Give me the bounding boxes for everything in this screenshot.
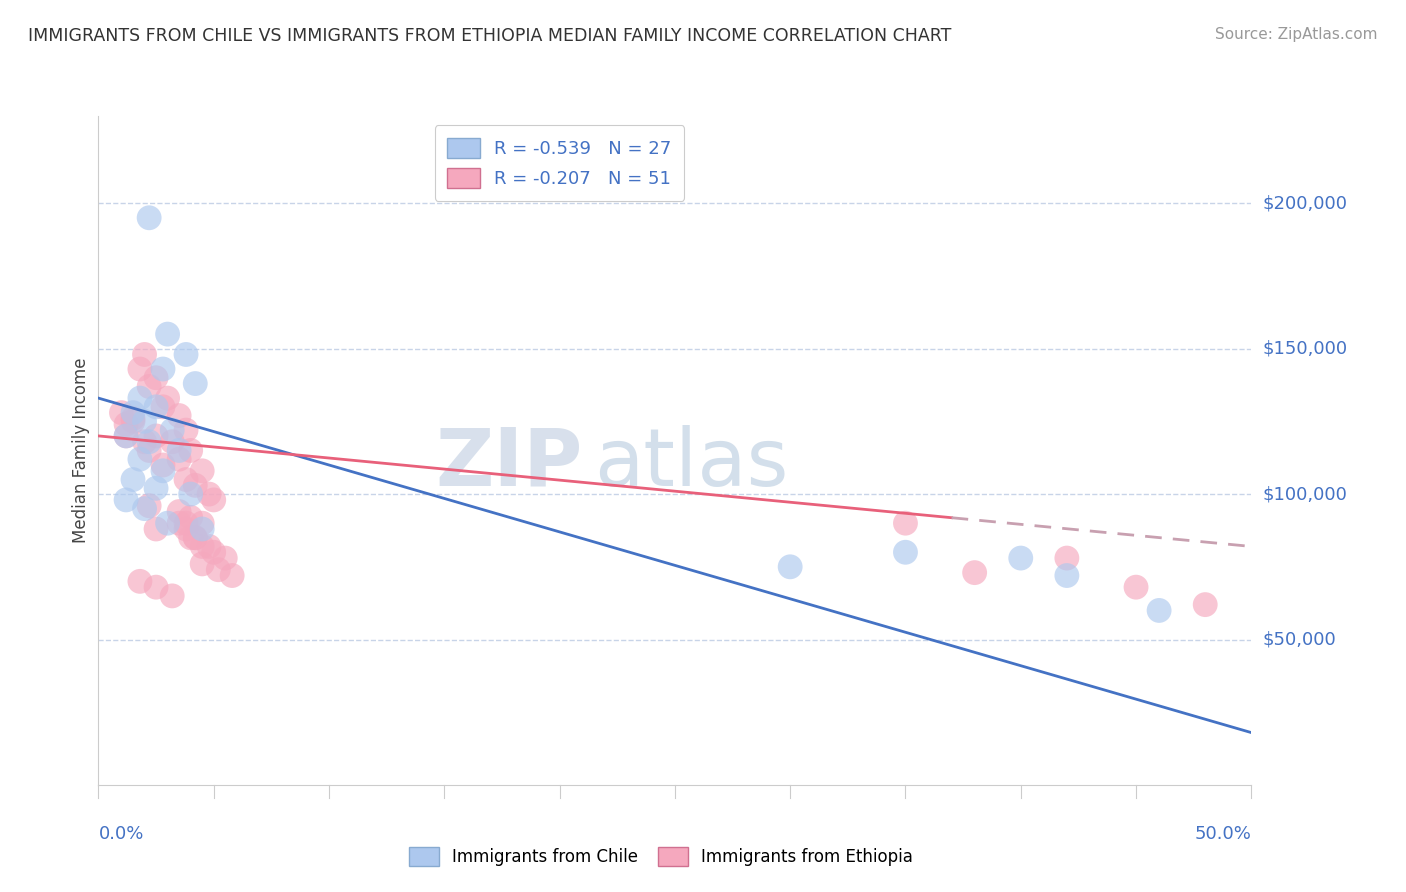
Text: IMMIGRANTS FROM CHILE VS IMMIGRANTS FROM ETHIOPIA MEDIAN FAMILY INCOME CORRELATI: IMMIGRANTS FROM CHILE VS IMMIGRANTS FROM… — [28, 27, 952, 45]
Point — [963, 566, 986, 580]
Point — [122, 411, 145, 425]
Point — [145, 370, 167, 384]
Point — [122, 406, 145, 420]
Point — [129, 574, 152, 589]
Point — [894, 545, 917, 559]
Point — [138, 499, 160, 513]
Text: $200,000: $200,000 — [1263, 194, 1347, 212]
Text: ZIP: ZIP — [436, 425, 582, 503]
Point — [145, 522, 167, 536]
Point — [138, 434, 160, 449]
Point — [167, 504, 190, 518]
Point — [174, 516, 197, 531]
Text: $150,000: $150,000 — [1263, 340, 1347, 358]
Point — [180, 510, 202, 524]
Point — [160, 589, 183, 603]
Point — [207, 563, 229, 577]
Point — [134, 434, 156, 449]
Point — [115, 492, 138, 507]
Point — [167, 516, 190, 531]
Point — [145, 580, 167, 594]
Point — [174, 473, 197, 487]
Text: $50,000: $50,000 — [1263, 631, 1336, 648]
Point — [160, 434, 183, 449]
Point — [134, 414, 156, 428]
Point — [134, 347, 156, 361]
Point — [1194, 598, 1216, 612]
Point — [160, 423, 183, 437]
Point — [180, 531, 202, 545]
Point — [1056, 551, 1078, 566]
Point — [122, 473, 145, 487]
Point — [184, 478, 207, 492]
Text: Source: ZipAtlas.com: Source: ZipAtlas.com — [1215, 27, 1378, 42]
Point — [180, 443, 202, 458]
Point — [202, 545, 225, 559]
Point — [115, 429, 138, 443]
Point — [145, 481, 167, 495]
Point — [138, 379, 160, 393]
Point — [152, 362, 174, 376]
Point — [1125, 580, 1147, 594]
Point — [129, 391, 152, 405]
Point — [198, 540, 221, 554]
Point — [134, 501, 156, 516]
Text: $100,000: $100,000 — [1263, 485, 1347, 503]
Point — [156, 516, 179, 531]
Text: 50.0%: 50.0% — [1195, 825, 1251, 843]
Point — [174, 522, 197, 536]
Point — [894, 516, 917, 531]
Point — [167, 452, 190, 467]
Point — [214, 551, 236, 566]
Text: 0.0%: 0.0% — [98, 825, 143, 843]
Point — [1056, 568, 1078, 582]
Point — [191, 464, 214, 478]
Point — [138, 211, 160, 225]
Point — [122, 414, 145, 428]
Point — [191, 540, 214, 554]
Point — [180, 487, 202, 501]
Point — [129, 452, 152, 467]
Text: atlas: atlas — [595, 425, 789, 503]
Point — [1147, 603, 1170, 617]
Point — [191, 516, 214, 531]
Point — [221, 568, 243, 582]
Point — [152, 464, 174, 478]
Point — [191, 557, 214, 571]
Point — [184, 531, 207, 545]
Point — [184, 376, 207, 391]
Point — [129, 362, 152, 376]
Point — [152, 400, 174, 414]
Point — [152, 458, 174, 472]
Legend: R = -0.539   N = 27, R = -0.207   N = 51: R = -0.539 N = 27, R = -0.207 N = 51 — [434, 125, 685, 201]
Y-axis label: Median Family Income: Median Family Income — [72, 358, 90, 543]
Point — [145, 429, 167, 443]
Point — [198, 487, 221, 501]
Point — [191, 522, 214, 536]
Legend: Immigrants from Chile, Immigrants from Ethiopia: Immigrants from Chile, Immigrants from E… — [401, 838, 921, 875]
Point — [115, 417, 138, 432]
Point — [167, 443, 190, 458]
Point — [115, 429, 138, 443]
Point — [184, 531, 207, 545]
Point — [138, 443, 160, 458]
Point — [1010, 551, 1032, 566]
Point — [202, 492, 225, 507]
Point — [167, 409, 190, 423]
Point — [779, 559, 801, 574]
Point — [156, 391, 179, 405]
Point — [110, 406, 132, 420]
Point — [174, 423, 197, 437]
Point — [156, 327, 179, 342]
Point — [145, 400, 167, 414]
Point — [174, 347, 197, 361]
